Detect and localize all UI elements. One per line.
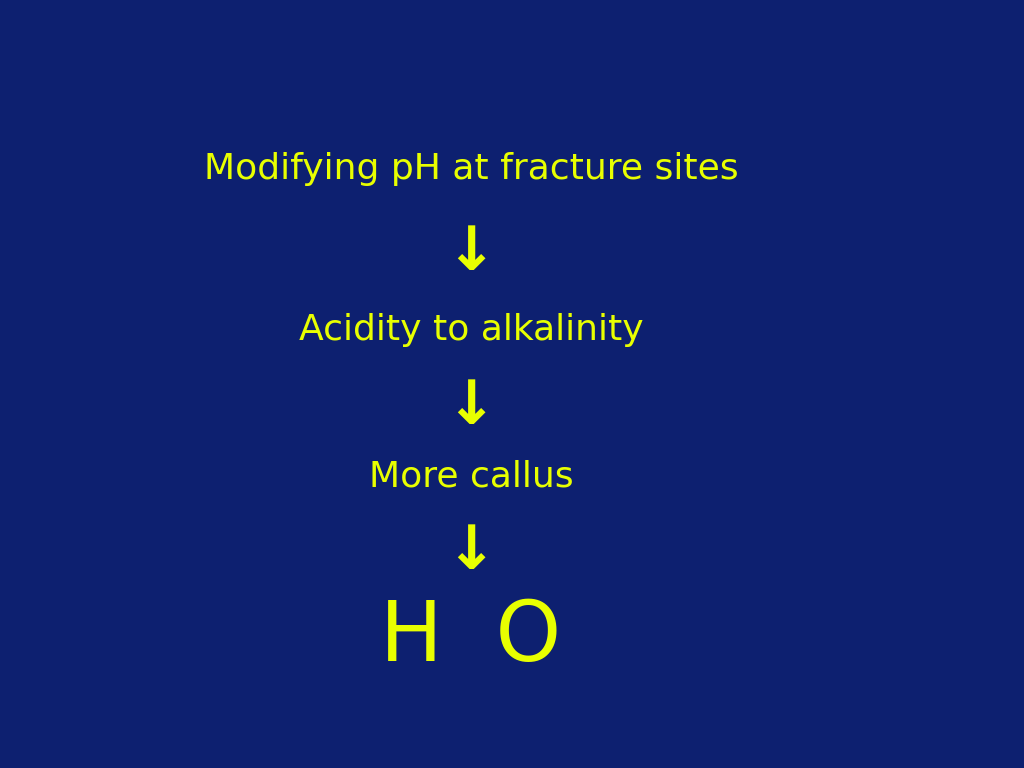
Text: ↓: ↓ [445,524,497,582]
Text: Acidity to alkalinity: Acidity to alkalinity [299,313,643,347]
Text: Modifying pH at fracture sites: Modifying pH at fracture sites [204,152,738,186]
Text: More callus: More callus [369,459,573,493]
Text: ↓: ↓ [445,378,497,436]
Text: H  O: H O [381,597,561,678]
Text: ↓: ↓ [445,224,497,283]
